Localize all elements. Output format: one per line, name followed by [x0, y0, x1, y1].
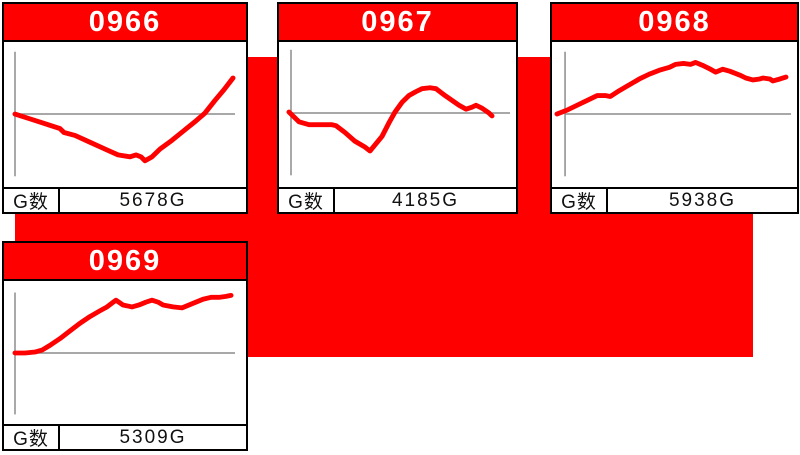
slump-line	[286, 85, 495, 154]
g-count-label: G数	[279, 189, 335, 213]
g-count-value: 5309G	[119, 426, 187, 448]
slump-line	[554, 60, 789, 117]
g-count-label: G数	[4, 189, 60, 213]
slump-graph-0966	[4, 42, 246, 187]
g-count-row: G数 4185G	[279, 187, 516, 213]
g-count-value: 4185G	[391, 189, 460, 211]
g-count-row: G数 5678G	[4, 187, 246, 213]
slump-line	[12, 75, 236, 164]
machine-number-header: 0966	[4, 4, 246, 42]
machine-card-0969[interactable]: 0969 G数 5309G	[2, 241, 248, 451]
machine-number-header: 0968	[552, 4, 797, 42]
slump-graph-0969	[4, 281, 246, 424]
slump-graph-0968	[552, 42, 797, 187]
machine-card-0967[interactable]: 0967 G数 4185G	[277, 2, 518, 214]
machine-card-0966[interactable]: 0966 G数 5678G	[2, 2, 248, 214]
slump-graph-0967	[279, 42, 516, 187]
slump-line	[12, 292, 234, 356]
machine-card-0968[interactable]: 0968 G数 5938G	[550, 2, 799, 214]
g-count-row: G数 5938G	[552, 187, 797, 213]
g-count-row: G数 5309G	[4, 424, 246, 450]
g-count-value: 5938G	[668, 189, 737, 211]
g-count-label: G数	[552, 189, 608, 213]
g-count-value: 5678G	[119, 189, 187, 211]
machine-number-header: 0967	[279, 4, 516, 42]
machine-number-header: 0969	[4, 243, 246, 281]
g-count-label: G数	[4, 426, 60, 450]
